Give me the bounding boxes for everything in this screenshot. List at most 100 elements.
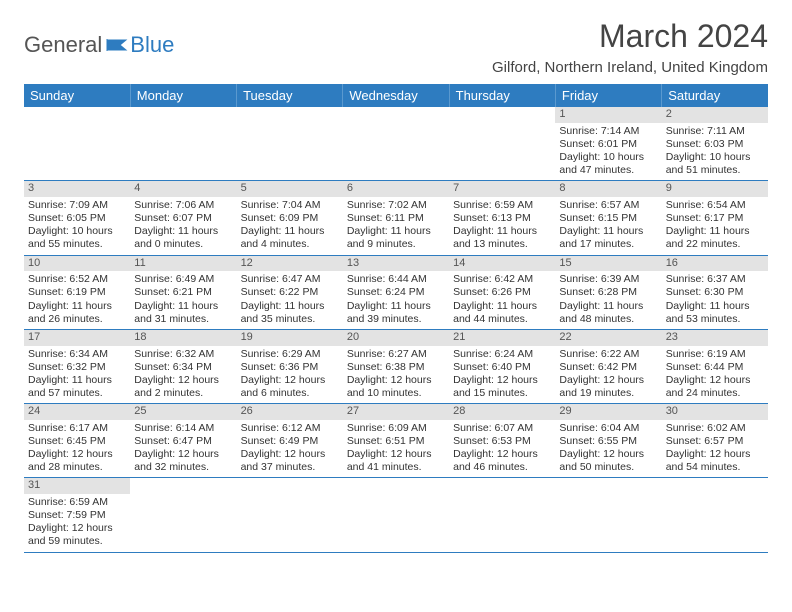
day-content: Sunrise: 6:42 AMSunset: 6:26 PMDaylight:…: [449, 271, 555, 329]
calendar-cell: 3Sunrise: 7:09 AMSunset: 6:05 PMDaylight…: [24, 181, 130, 255]
daylight-text: and 31 minutes.: [134, 313, 232, 326]
sunset-text: Sunset: 6:19 PM: [28, 286, 126, 299]
day-content: Sunrise: 6:07 AMSunset: 6:53 PMDaylight:…: [449, 420, 555, 478]
day-content: Sunrise: 6:59 AMSunset: 6:13 PMDaylight:…: [449, 197, 555, 255]
day-content: Sunrise: 6:54 AMSunset: 6:17 PMDaylight:…: [662, 197, 768, 255]
daylight-text: and 53 minutes.: [666, 313, 764, 326]
sunrise-text: Sunrise: 6:42 AM: [453, 273, 551, 286]
day-content: Sunrise: 6:19 AMSunset: 6:44 PMDaylight:…: [662, 346, 768, 404]
daylight-text: and 19 minutes.: [559, 387, 657, 400]
day-content: Sunrise: 6:04 AMSunset: 6:55 PMDaylight:…: [555, 420, 661, 478]
calendar-cell: 28Sunrise: 6:07 AMSunset: 6:53 PMDayligh…: [449, 404, 555, 478]
daylight-text: and 37 minutes.: [241, 461, 339, 474]
day-number: 23: [662, 330, 768, 346]
logo-text-2: Blue: [130, 32, 174, 58]
day-content: Sunrise: 6:59 AMSunset: 7:59 PMDaylight:…: [24, 494, 130, 552]
daylight-text: Daylight: 12 hours: [134, 374, 232, 387]
daylight-text: and 4 minutes.: [241, 238, 339, 251]
sunset-text: Sunset: 6:05 PM: [28, 212, 126, 225]
calendar-cell: [555, 478, 661, 552]
day-number: 27: [343, 404, 449, 420]
calendar-cell: 29Sunrise: 6:04 AMSunset: 6:55 PMDayligh…: [555, 404, 661, 478]
daylight-text: Daylight: 12 hours: [241, 374, 339, 387]
sunset-text: Sunset: 6:13 PM: [453, 212, 551, 225]
calendar-cell: [237, 107, 343, 181]
day-number: 13: [343, 256, 449, 272]
sunrise-text: Sunrise: 6:57 AM: [559, 199, 657, 212]
sunset-text: Sunset: 6:47 PM: [134, 435, 232, 448]
sunset-text: Sunset: 6:38 PM: [347, 361, 445, 374]
daylight-text: and 17 minutes.: [559, 238, 657, 251]
day-number: 22: [555, 330, 661, 346]
day-number: 6: [343, 181, 449, 197]
daylight-text: Daylight: 11 hours: [347, 300, 445, 313]
sunset-text: Sunset: 6:21 PM: [134, 286, 232, 299]
day-content: Sunrise: 7:09 AMSunset: 6:05 PMDaylight:…: [24, 197, 130, 255]
weekday-header: Thursday: [449, 84, 555, 107]
sunset-text: Sunset: 6:40 PM: [453, 361, 551, 374]
day-number: 5: [237, 181, 343, 197]
sunrise-text: Sunrise: 6:04 AM: [559, 422, 657, 435]
day-content: Sunrise: 6:27 AMSunset: 6:38 PMDaylight:…: [343, 346, 449, 404]
calendar-cell: 16Sunrise: 6:37 AMSunset: 6:30 PMDayligh…: [662, 255, 768, 329]
daylight-text: Daylight: 12 hours: [453, 448, 551, 461]
daylight-text: and 57 minutes.: [28, 387, 126, 400]
daylight-text: and 6 minutes.: [241, 387, 339, 400]
sunset-text: Sunset: 6:11 PM: [347, 212, 445, 225]
sunrise-text: Sunrise: 6:59 AM: [28, 496, 126, 509]
day-number: 2: [662, 107, 768, 123]
sunset-text: Sunset: 6:42 PM: [559, 361, 657, 374]
sunset-text: Sunset: 6:34 PM: [134, 361, 232, 374]
daylight-text: Daylight: 11 hours: [28, 374, 126, 387]
calendar-cell: [449, 107, 555, 181]
calendar-cell: [130, 107, 236, 181]
sunrise-text: Sunrise: 6:07 AM: [453, 422, 551, 435]
sunrise-text: Sunrise: 6:59 AM: [453, 199, 551, 212]
page-title: March 2024: [492, 18, 768, 55]
sunrise-text: Sunrise: 7:09 AM: [28, 199, 126, 212]
daylight-text: Daylight: 12 hours: [559, 448, 657, 461]
day-number: 24: [24, 404, 130, 420]
weekday-header: Tuesday: [237, 84, 343, 107]
day-content: Sunrise: 6:17 AMSunset: 6:45 PMDaylight:…: [24, 420, 130, 478]
daylight-text: and 35 minutes.: [241, 313, 339, 326]
sunrise-text: Sunrise: 6:34 AM: [28, 348, 126, 361]
day-number: 10: [24, 256, 130, 272]
calendar-cell: 6Sunrise: 7:02 AMSunset: 6:11 PMDaylight…: [343, 181, 449, 255]
sunrise-text: Sunrise: 6:17 AM: [28, 422, 126, 435]
day-number: 1: [555, 107, 661, 123]
calendar-cell: 17Sunrise: 6:34 AMSunset: 6:32 PMDayligh…: [24, 329, 130, 403]
day-number: 15: [555, 256, 661, 272]
sunrise-text: Sunrise: 6:44 AM: [347, 273, 445, 286]
calendar-cell: [662, 478, 768, 552]
daylight-text: Daylight: 12 hours: [559, 374, 657, 387]
sunset-text: Sunset: 6:26 PM: [453, 286, 551, 299]
sunset-text: Sunset: 6:36 PM: [241, 361, 339, 374]
calendar-cell: 26Sunrise: 6:12 AMSunset: 6:49 PMDayligh…: [237, 404, 343, 478]
sunrise-text: Sunrise: 6:54 AM: [666, 199, 764, 212]
daylight-text: and 47 minutes.: [559, 164, 657, 177]
day-number: 14: [449, 256, 555, 272]
day-content: Sunrise: 6:22 AMSunset: 6:42 PMDaylight:…: [555, 346, 661, 404]
sunset-text: Sunset: 6:55 PM: [559, 435, 657, 448]
day-number: 11: [130, 256, 236, 272]
sunrise-text: Sunrise: 6:24 AM: [453, 348, 551, 361]
weekday-header: Saturday: [662, 84, 768, 107]
flag-icon: [106, 38, 128, 52]
sunset-text: Sunset: 6:15 PM: [559, 212, 657, 225]
day-content: Sunrise: 6:02 AMSunset: 6:57 PMDaylight:…: [662, 420, 768, 478]
calendar-cell: [237, 478, 343, 552]
sunrise-text: Sunrise: 6:19 AM: [666, 348, 764, 361]
calendar-cell: 5Sunrise: 7:04 AMSunset: 6:09 PMDaylight…: [237, 181, 343, 255]
calendar-table: SundayMondayTuesdayWednesdayThursdayFrid…: [24, 84, 768, 553]
sunset-text: Sunset: 6:22 PM: [241, 286, 339, 299]
day-number: 31: [24, 478, 130, 494]
sunset-text: Sunset: 6:09 PM: [241, 212, 339, 225]
day-number: 28: [449, 404, 555, 420]
sunset-text: Sunset: 6:49 PM: [241, 435, 339, 448]
day-content: Sunrise: 6:37 AMSunset: 6:30 PMDaylight:…: [662, 271, 768, 329]
daylight-text: Daylight: 11 hours: [134, 225, 232, 238]
day-number: 20: [343, 330, 449, 346]
calendar-cell: 23Sunrise: 6:19 AMSunset: 6:44 PMDayligh…: [662, 329, 768, 403]
daylight-text: and 59 minutes.: [28, 535, 126, 548]
